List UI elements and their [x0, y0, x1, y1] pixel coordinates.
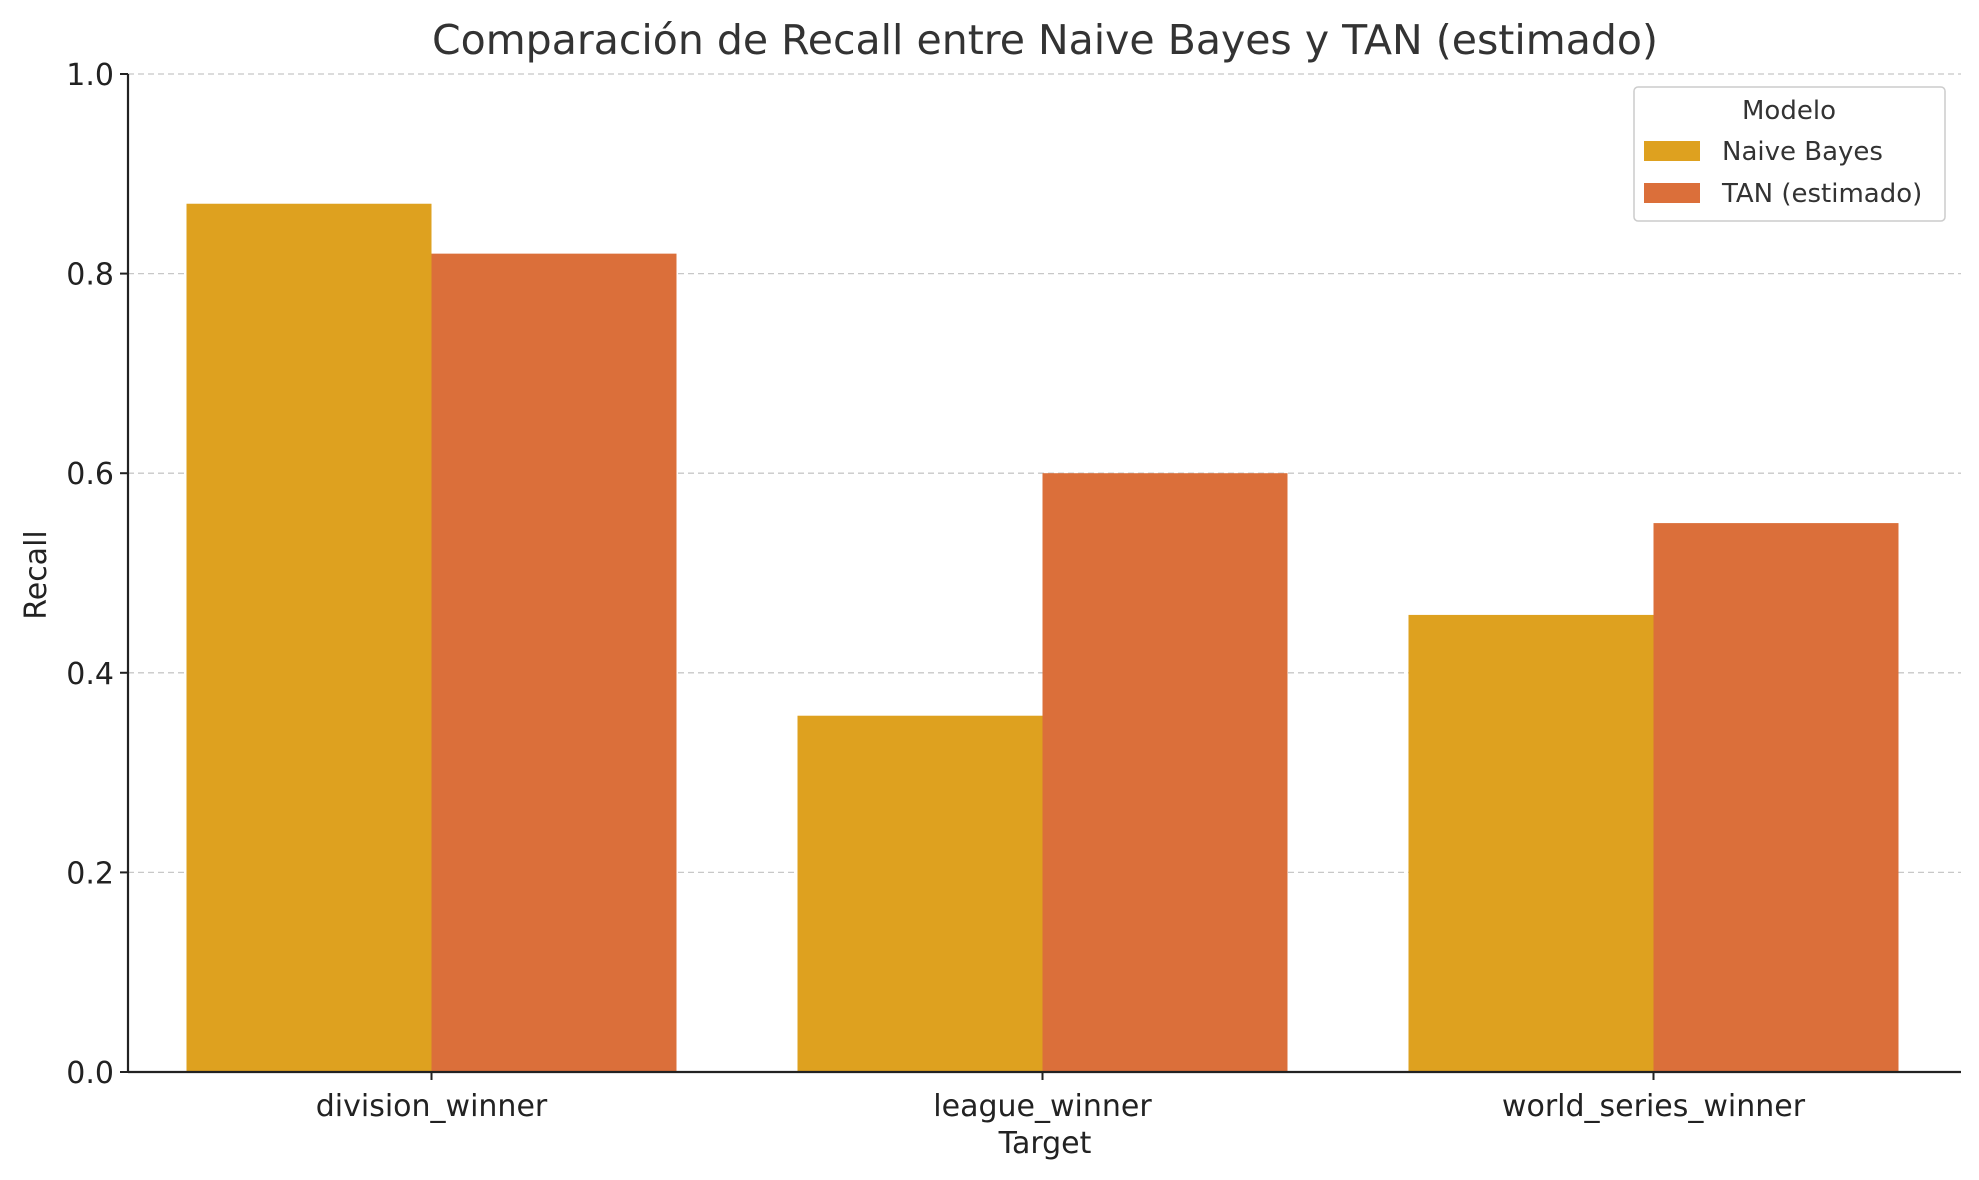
legend-swatch — [1644, 183, 1700, 203]
bar-league-winner-series-1 — [1042, 473, 1288, 1072]
bar-league-winner-series-0 — [797, 715, 1043, 1072]
y-tick-label: 0.0 — [66, 1056, 114, 1091]
y-axis-label: Recall — [19, 530, 54, 620]
legend-title: Modelo — [1742, 96, 1836, 126]
axes-layer: 0.0 0.2 0.4 0.6 0.8 1.0 division_winner league_… — [66, 58, 1961, 1124]
x-tick-label: division_winner — [316, 1089, 548, 1124]
y-tick-label: 0.4 — [66, 657, 114, 692]
y-tick-label: 0.8 — [66, 258, 114, 293]
legend-frame — [1633, 86, 1946, 222]
y-tick-label: 0.6 — [66, 457, 114, 492]
chart-title: Comparación de Recall entre Naive Bayes … — [432, 16, 1658, 64]
y-tick-label: 0.2 — [66, 856, 114, 891]
legend-items: Naive Bayes TAN (estimado) — [1644, 137, 1922, 209]
bar-division-winner-series-1 — [431, 253, 677, 1072]
legend-label: Naive Bayes — [1722, 137, 1883, 167]
x-tick-label: league_winner — [933, 1089, 1152, 1124]
bar-world-series-winner-series-1 — [1653, 523, 1899, 1072]
bar-division-winner-series-0 — [186, 203, 432, 1073]
x-tick-label: world_series_winner — [1502, 1089, 1806, 1124]
legend-swatch — [1644, 141, 1700, 161]
legend: Modelo Naive Bayes TAN (estimado) — [1633, 86, 1946, 222]
bars-layer — [186, 203, 1899, 1073]
bar-world-series-winner-series-0 — [1408, 614, 1654, 1072]
legend-label: TAN (estimado) — [1721, 179, 1922, 209]
y-tick-label: 1.0 — [66, 58, 114, 93]
x-axis-label: Target — [998, 1126, 1092, 1161]
